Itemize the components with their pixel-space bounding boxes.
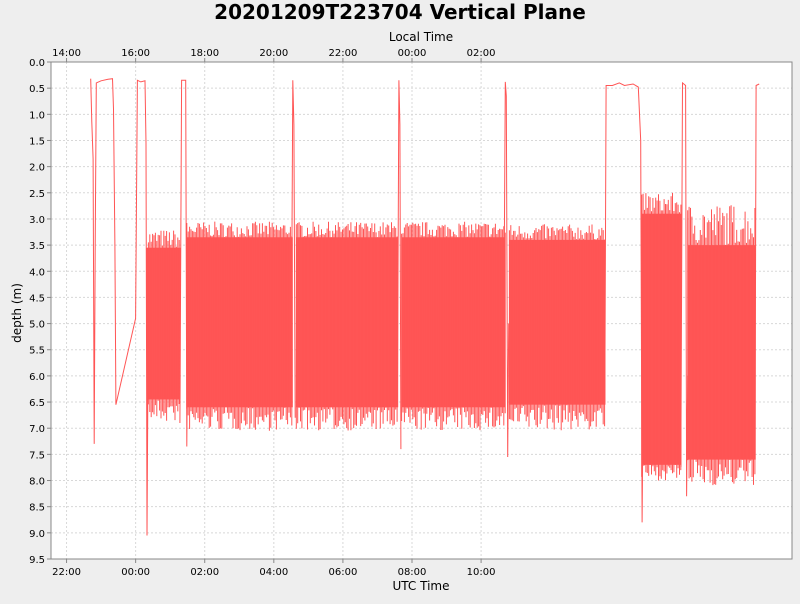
x-tick-label-utc: 00:00 [121, 567, 150, 578]
x-tick-label-utc: 22:00 [52, 567, 81, 578]
chart-title: 20201209T223704 Vertical Plane [214, 0, 586, 24]
x-tick-label-local: 22:00 [328, 48, 357, 59]
y-tick-label: 1.5 [29, 136, 45, 147]
y-tick-label: 5.5 [29, 346, 45, 357]
x-tick-label-utc: 02:00 [190, 567, 219, 578]
profile-band-spikes [641, 192, 682, 481]
y-tick-label: 2.0 [29, 163, 45, 174]
y-tick-label: 8.5 [29, 503, 45, 514]
x-tick-label-local: 00:00 [398, 48, 427, 59]
x-tick-label-local: 02:00 [467, 48, 496, 59]
y-tick-label: 7.5 [29, 450, 45, 461]
profile-band-spikes [295, 221, 398, 431]
x-tick-label-local: 16:00 [121, 48, 150, 59]
surfacing-line [680, 81, 689, 497]
y-tick-label: 6.0 [29, 372, 45, 383]
axes: 0.0 0.5 1.0 1.5 2.0 2.5 3.0 3.5 4.0 4.5 5.0 5.5 6.0 6… [29, 48, 496, 578]
x-tick-label-utc: 08:00 [398, 567, 427, 578]
profile-band-spikes [401, 221, 506, 431]
y-tick-label: 1.0 [29, 110, 45, 121]
y-tick-label: 7.0 [29, 424, 45, 435]
surfacing-line [397, 80, 402, 450]
y-tick-label: 6.5 [29, 398, 45, 409]
y-tick-label: 4.5 [29, 293, 45, 304]
y-axis-label: depth (m) [10, 283, 24, 343]
x-axis-label: UTC Time [393, 579, 450, 593]
surfacing-line [604, 82, 644, 523]
y-tick-label: 4.0 [29, 267, 45, 278]
y-tick-label: 3.5 [29, 241, 45, 252]
surfacing-line [291, 80, 296, 418]
series-layer [90, 78, 760, 536]
surfacing-line [179, 79, 189, 447]
y-tick-label: 5.0 [29, 320, 45, 331]
x-tick-label-local: 18:00 [190, 48, 219, 59]
surfacing-line [503, 81, 510, 458]
y-tick-label: 0.0 [29, 58, 45, 69]
profile-band-spikes [687, 205, 756, 486]
profile-band-spikes [146, 230, 180, 422]
x-tick-label-utc: 04:00 [259, 567, 288, 578]
x-tick-label-utc: 10:00 [467, 567, 496, 578]
y-tick-label: 9.0 [29, 529, 45, 540]
y-tick-label: 9.5 [29, 555, 45, 566]
x-tick-label-local: 14:00 [52, 48, 81, 59]
surfacing-line [754, 83, 760, 450]
x-tick-label-utc: 06:00 [328, 567, 357, 578]
profile-band-spikes [508, 224, 606, 431]
y-tick-label: 2.5 [29, 189, 45, 200]
y-tick-label: 8.0 [29, 477, 45, 488]
y-tick-label: 0.5 [29, 84, 45, 95]
x-tick-label-local: 20:00 [259, 48, 288, 59]
y-tick-label: 3.0 [29, 215, 45, 226]
top-axis-label: Local Time [389, 30, 453, 44]
plot-border [50, 61, 793, 560]
